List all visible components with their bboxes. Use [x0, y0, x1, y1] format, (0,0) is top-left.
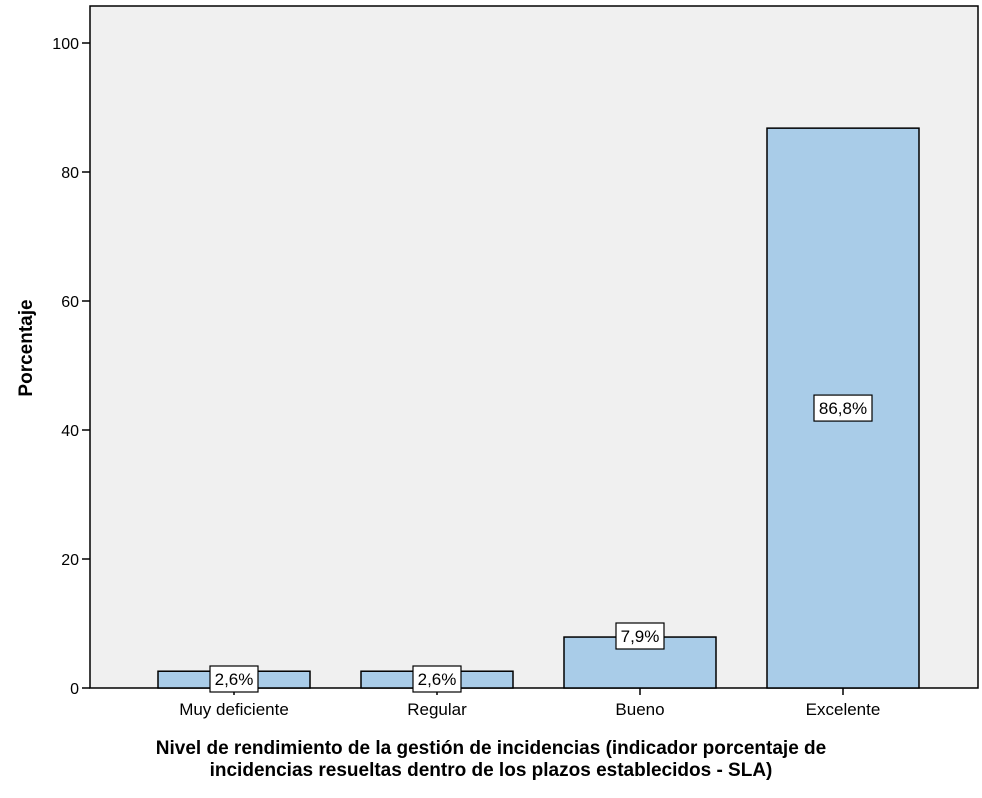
- y-tick-label: 80: [61, 165, 79, 182]
- data-label: 86,8%: [819, 399, 867, 418]
- y-tick-label: 100: [52, 36, 79, 53]
- x-axis-title: Nivel de rendimiento de la gestión de in…: [0, 738, 982, 782]
- data-label: 2,6%: [418, 670, 457, 689]
- x-tick-label: Regular: [407, 700, 467, 719]
- x-tick-label: Bueno: [615, 700, 664, 719]
- x-tick-label: Muy deficiente: [179, 700, 289, 719]
- y-tick-label: 40: [61, 423, 79, 440]
- data-label-box: [209, 665, 259, 693]
- x-axis-title-line-2: incidencias resueltas dentro de los plaz…: [209, 760, 773, 781]
- data-label-box: [813, 394, 873, 422]
- y-tick-label: 60: [61, 294, 79, 311]
- data-label-box: [615, 622, 665, 650]
- y-axis-title: Porcentaje: [16, 299, 37, 397]
- data-label: 2,6%: [215, 670, 254, 689]
- y-tick-label: 0: [70, 681, 79, 698]
- x-axis-title-line-1: Nivel de rendimiento de la gestión de in…: [155, 738, 827, 759]
- data-label-box: [412, 665, 462, 693]
- data-label: 7,9%: [621, 627, 660, 646]
- x-tick-label: Excelente: [806, 700, 881, 719]
- y-tick-label: 20: [61, 552, 79, 569]
